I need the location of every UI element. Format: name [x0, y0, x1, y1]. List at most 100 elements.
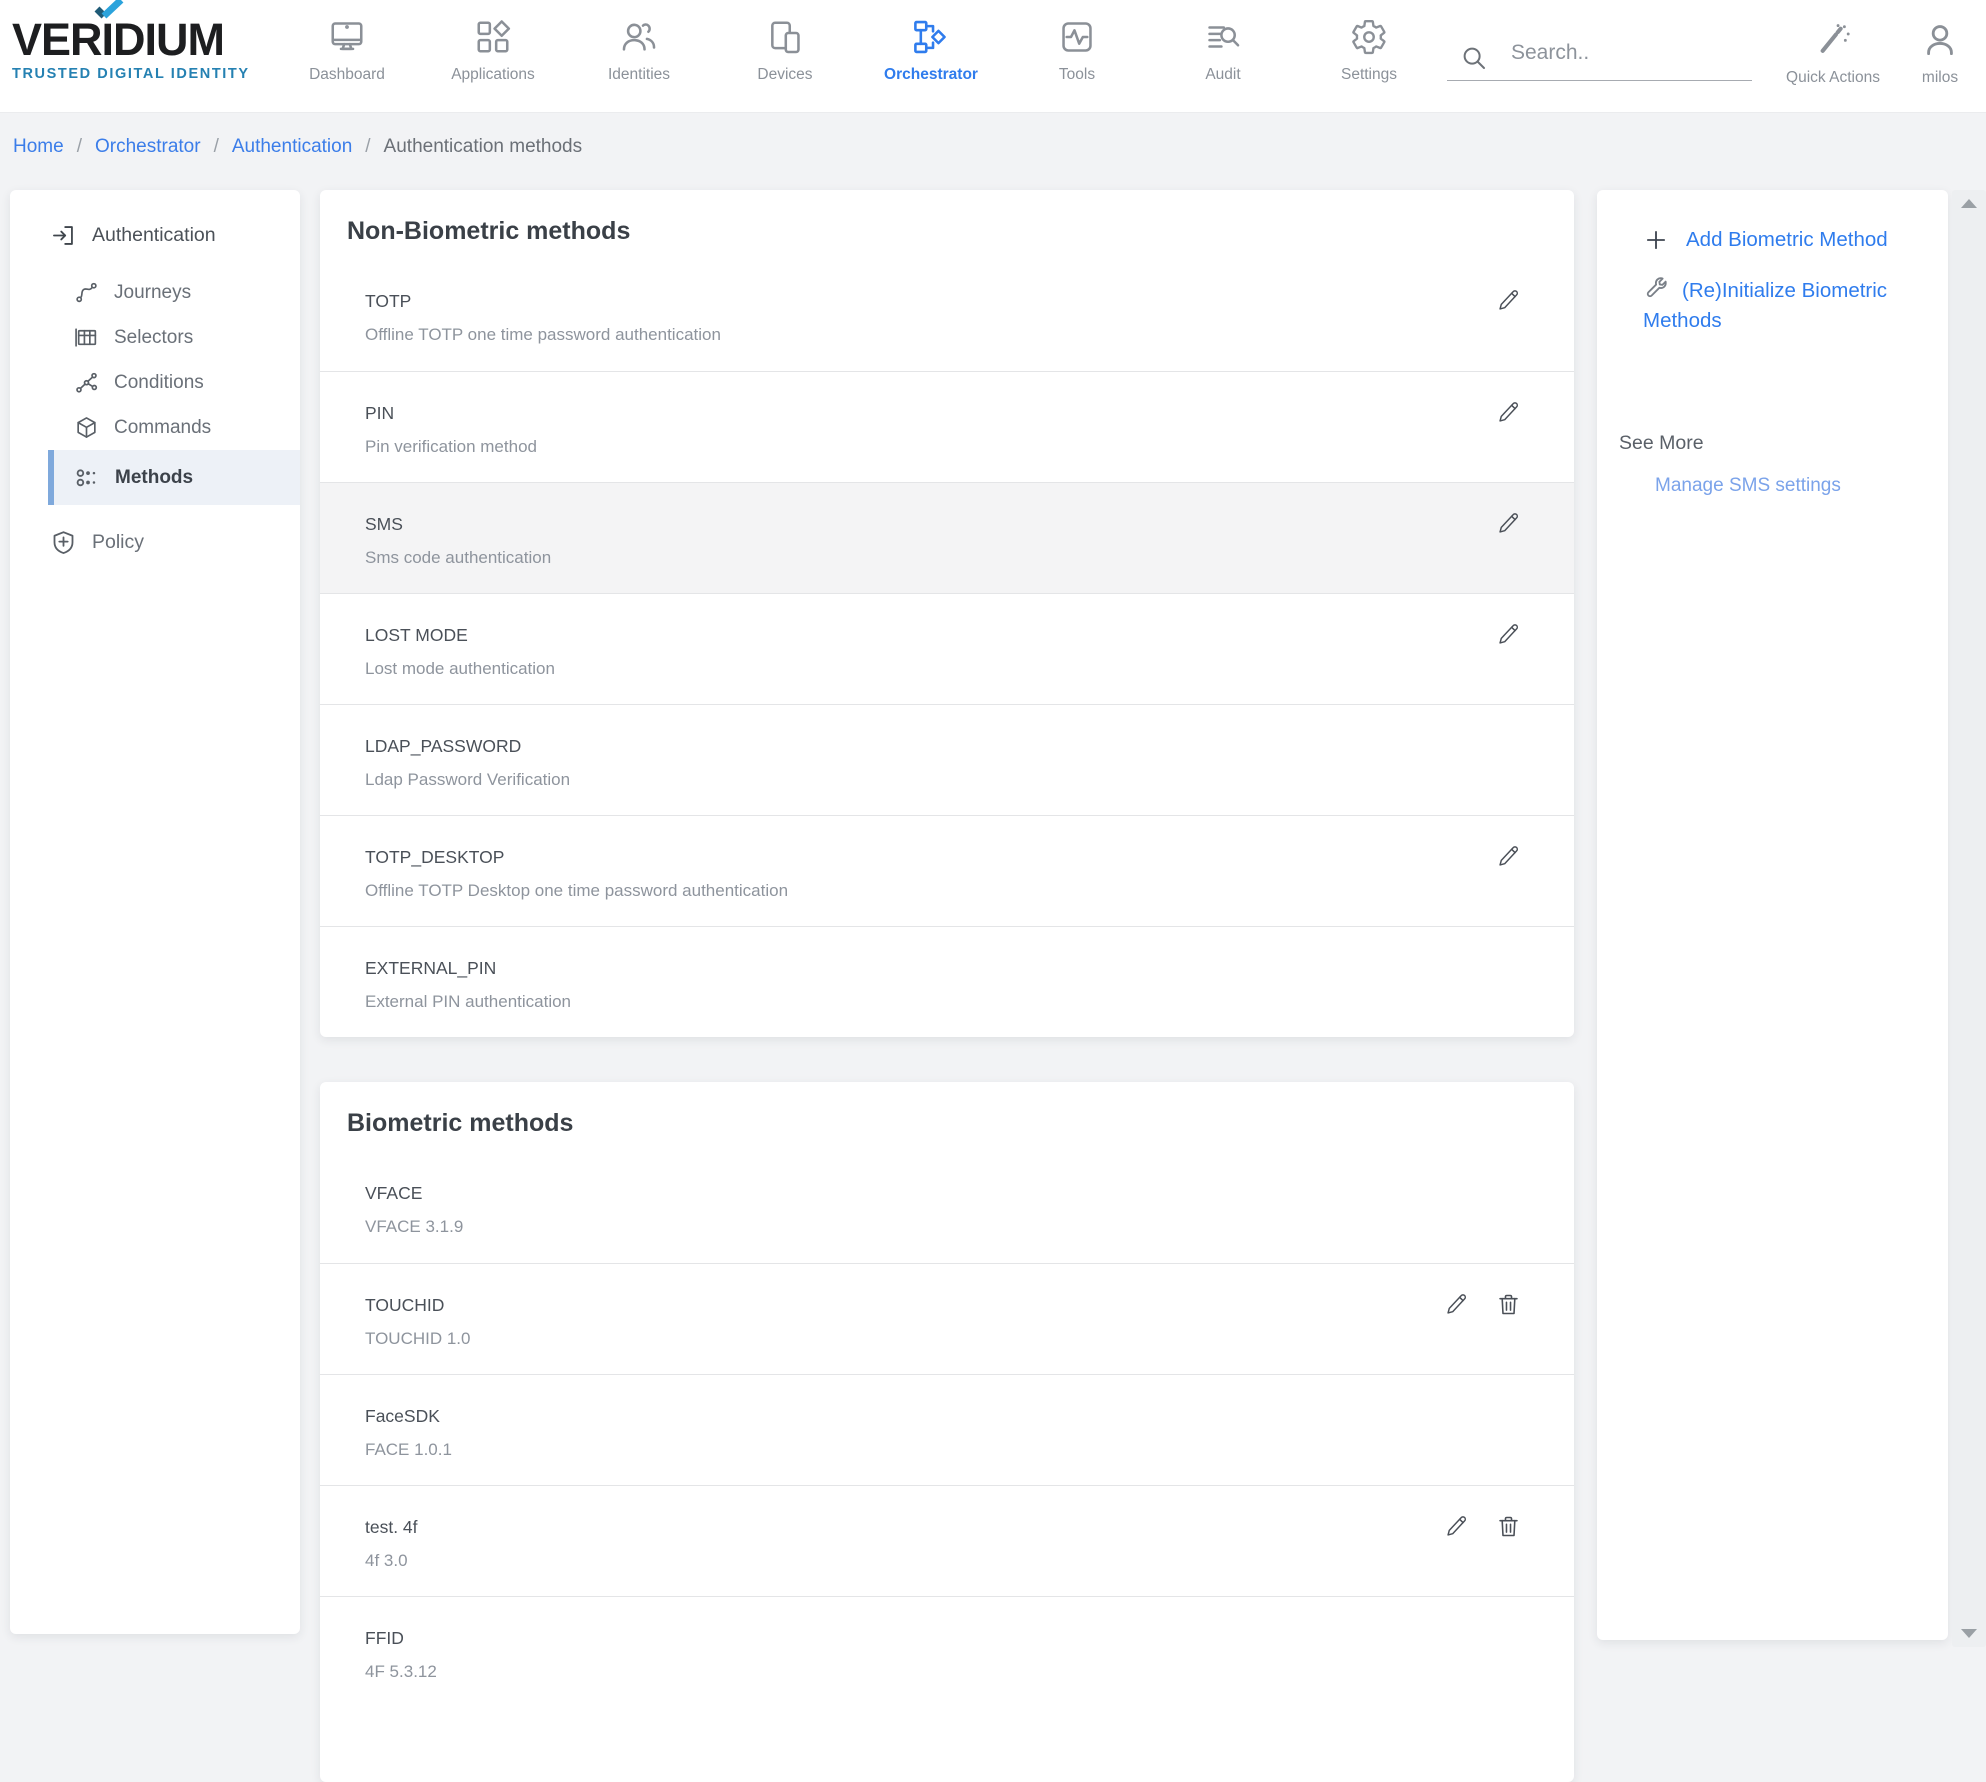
biometric-methods-card: Biometric methods VFACE VFACE 3.1.9 TOUC… [320, 1082, 1574, 1782]
add-biometric-method-button[interactable]: Add Biometric Method [1643, 227, 1928, 253]
nav-item-tools[interactable]: Tools [1004, 0, 1150, 113]
sidebar-item-conditions[interactable]: Conditions [10, 360, 300, 405]
selectors-icon [75, 328, 97, 347]
nav-item-audit[interactable]: Audit [1150, 0, 1296, 113]
method-description: External PIN authentication [365, 992, 572, 1011]
edit-icon[interactable] [1494, 398, 1522, 426]
nav-item-dashboard[interactable]: Dashboard [274, 0, 420, 113]
actions-panel: Add Biometric Method (Re)Initialize Biom… [1597, 190, 1948, 1640]
sidebar-item-label: Policy [92, 530, 145, 553]
method-row-ffid[interactable]: FFID 4F 5.3.12 [320, 1596, 1574, 1707]
method-row-test-4f[interactable]: test. 4f 4f 3.0 [320, 1485, 1574, 1596]
nav-label: Applications [451, 66, 535, 83]
method-description: Offline TOTP Desktop one time password a… [365, 881, 789, 900]
sidebar-item-label: Journeys [114, 281, 192, 303]
manage-sms-settings-link[interactable]: Manage SMS settings [1655, 475, 1841, 496]
breadcrumb-separator: / [365, 136, 371, 157]
method-description: Offline TOTP one time password authentic… [365, 325, 721, 344]
method-name: TOTP [365, 291, 412, 311]
method-row-touchid[interactable]: TOUCHID TOUCHID 1.0 [320, 1263, 1574, 1374]
sidebar-item-journeys[interactable]: Journeys [10, 270, 300, 315]
method-name: PIN [365, 403, 395, 423]
page-scrollbar[interactable] [1952, 190, 1986, 1647]
sidebar-item-label: Selectors [114, 326, 194, 348]
settings-icon [1349, 17, 1389, 57]
add-biometric-method-label: Add Biometric Method [1686, 228, 1888, 251]
breadcrumb-separator: / [76, 136, 82, 157]
sidebar: Authentication Journeys Selectors Condit… [10, 190, 300, 1634]
breadcrumb-home[interactable]: Home [13, 136, 64, 157]
scroll-up-arrow[interactable] [1961, 199, 1977, 208]
shield-icon [53, 530, 74, 554]
user-name-label: milos [1921, 69, 1959, 86]
brand-name: VERI DIUM [12, 0, 242, 66]
edit-icon[interactable] [1494, 620, 1522, 648]
sidebar-section-authentication[interactable]: Authentication [10, 212, 300, 258]
quick-actions-label: Quick Actions [1786, 69, 1880, 86]
breadcrumb-authentication[interactable]: Authentication [231, 136, 353, 157]
edit-icon[interactable] [1494, 842, 1522, 870]
orchestrator-icon [911, 17, 951, 57]
nav-label: Devices [757, 66, 813, 83]
method-row-vface[interactable]: VFACE VFACE 3.1.9 [320, 1152, 1574, 1263]
nav-item-orchestrator[interactable]: Orchestrator [858, 0, 1004, 113]
sidebar-item-label: Methods [115, 466, 194, 488]
nav-item-devices[interactable]: Devices [712, 0, 858, 113]
audit-icon [1203, 17, 1243, 57]
method-list: VFACE VFACE 3.1.9 TOUCHID TOUCHID 1.0 Fa… [320, 1152, 1574, 1717]
tools-icon [1057, 17, 1097, 57]
nav-item-identities[interactable]: Identities [566, 0, 712, 113]
see-more-heading: See More [1619, 432, 1704, 454]
method-row-totp[interactable]: TOTP Offline TOTP one time password auth… [320, 260, 1574, 371]
method-name: LDAP_PASSWORD [365, 736, 522, 756]
method-row-lost-mode[interactable]: LOST MODE Lost mode authentication [320, 593, 1574, 704]
reinitialize-biometric-methods-label: (Re)Initialize Biometric Methods [1643, 279, 1888, 332]
non-biometric-methods-card: Non-Biometric methods TOTP Offline TOTP … [320, 190, 1574, 1037]
method-row-sms[interactable]: SMS Sms code authentication [320, 482, 1574, 593]
method-row-pin[interactable]: PIN Pin verification method [320, 371, 1574, 482]
sidebar-item-label: Commands [114, 416, 212, 438]
search-icon[interactable] [1459, 43, 1489, 73]
edit-icon[interactable] [1442, 1512, 1470, 1540]
method-row-external-pin[interactable]: EXTERNAL_PIN External PIN authentication [320, 926, 1574, 1037]
method-description: TOUCHID 1.0 [365, 1329, 471, 1348]
nav-label: Dashboard [309, 66, 385, 83]
method-description: 4f 3.0 [365, 1551, 408, 1570]
method-name: FaceSDK [365, 1406, 440, 1426]
method-description: Sms code authentication [365, 548, 552, 567]
devices-icon [765, 17, 805, 57]
method-row-facesdk[interactable]: FaceSDK FACE 1.0.1 [320, 1374, 1574, 1485]
edit-icon[interactable] [1494, 509, 1522, 537]
nav-item-applications[interactable]: Applications [420, 0, 566, 113]
section-title: Biometric methods [347, 1109, 574, 1137]
method-list: TOTP Offline TOTP one time password auth… [320, 260, 1574, 1037]
delete-icon[interactable] [1494, 1512, 1522, 1540]
breadcrumb: Home / Orchestrator / Authentication / A… [13, 136, 582, 158]
search-input[interactable] [1511, 37, 1731, 65]
method-name: FFID [365, 1628, 404, 1648]
reinitialize-biometric-methods-button[interactable]: (Re)Initialize Biometric Methods [1643, 276, 1924, 336]
edit-icon[interactable] [1442, 1290, 1470, 1318]
nav-label: Tools [1058, 66, 1096, 83]
magic-wand-icon [1820, 24, 1850, 53]
method-name: TOUCHID [365, 1295, 445, 1315]
breadcrumb-orchestrator[interactable]: Orchestrator [94, 136, 201, 157]
nav-item-settings[interactable]: Settings [1296, 0, 1442, 113]
user-menu[interactable]: milos [1900, 0, 1980, 113]
method-description: Lost mode authentication [365, 659, 555, 678]
edit-icon[interactable] [1494, 286, 1522, 314]
brand-tagline: TRUSTED DIGITAL IDENTITY [12, 66, 250, 82]
sidebar-item-methods[interactable]: Methods [48, 450, 300, 505]
sidebar-item-commands[interactable]: Commands [10, 405, 300, 450]
breadcrumb-separator: / [213, 136, 219, 157]
delete-icon[interactable] [1494, 1290, 1522, 1318]
sidebar-item-policy[interactable]: Policy [10, 519, 300, 565]
method-row-ldap-password[interactable]: LDAP_PASSWORD Ldap Password Verification [320, 704, 1574, 815]
quick-actions-button[interactable]: Quick Actions [1768, 0, 1898, 113]
scroll-down-arrow[interactable] [1961, 1629, 1977, 1638]
brand-logo[interactable]: VERI DIUM TRUSTED DIGITAL IDENTITY [12, 0, 250, 82]
section-title: Non-Biometric methods [347, 217, 631, 245]
sidebar-item-selectors[interactable]: Selectors [10, 315, 300, 360]
method-row-totp-desktop[interactable]: TOTP_DESKTOP Offline TOTP Desktop one ti… [320, 815, 1574, 926]
method-name: SMS [365, 514, 403, 534]
